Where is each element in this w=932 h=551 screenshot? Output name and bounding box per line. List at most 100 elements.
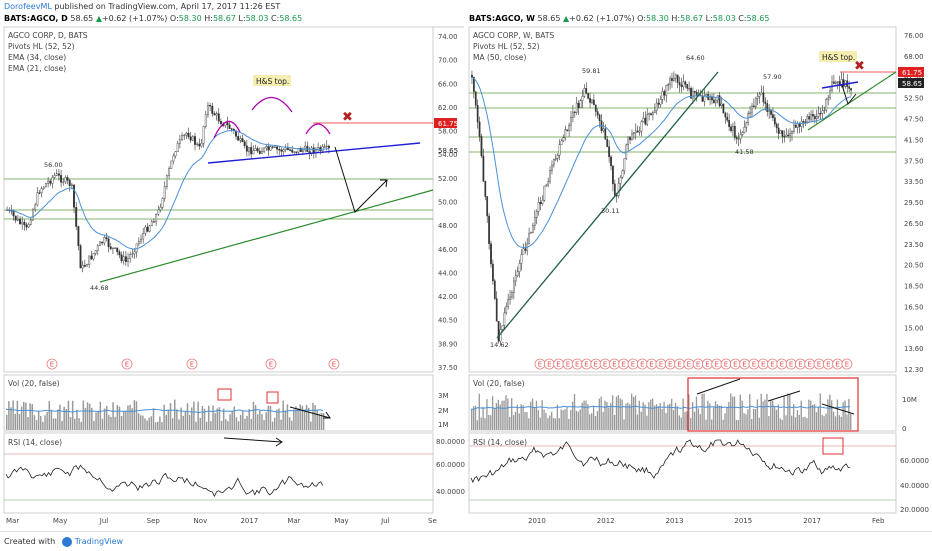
candle-body: [133, 251, 136, 255]
candle-body: [842, 79, 845, 87]
daily-price-axis[interactable]: 74.00 70.00 66.00 62.00 58.00 54.00 52.00 50.00…: [438, 33, 457, 372]
earnings-marker-label: E: [687, 361, 691, 369]
volume-bar: [676, 406, 679, 430]
daily-open: 58.30: [178, 14, 202, 23]
volume-bar: [273, 417, 276, 430]
daily-rsi-pane[interactable]: RSI (14, close): [3, 432, 434, 514]
volume-bar: [491, 396, 494, 430]
candle-body: [812, 114, 814, 117]
volume-bar: [661, 408, 663, 430]
volume-bar: [756, 399, 759, 430]
volume-bar: [705, 419, 707, 430]
candle-body: [556, 155, 559, 159]
weekly-open: 58.30: [645, 14, 669, 23]
volume-bar: [303, 411, 306, 430]
volume-bar: [156, 421, 159, 430]
volume-bar: [191, 407, 193, 430]
candle-body: [213, 113, 216, 116]
candle-body: [817, 113, 820, 117]
candle-body: [827, 97, 830, 100]
volume-bar: [18, 414, 21, 430]
candle-body: [38, 192, 41, 194]
candle-body: [612, 165, 614, 185]
candle-body: [758, 94, 761, 97]
candle-body: [833, 81, 835, 84]
weekly-red-price-tag: [898, 67, 924, 77]
footer-bar: Created with TradingView: [0, 531, 932, 551]
candle-body: [57, 173, 60, 176]
volume-bar: [789, 394, 791, 430]
candle-body: [756, 96, 759, 99]
weekly-price-axis[interactable]: 76.00 68.00 61.50 52.50 47.50 41.50 37.50 33.50…: [904, 32, 923, 374]
volume-bar: [220, 420, 223, 430]
volume-bar: [227, 421, 229, 430]
candle-body: [661, 91, 664, 100]
volume-bar: [697, 408, 700, 430]
candle-body: [726, 116, 729, 121]
volume-bar: [651, 398, 654, 430]
weekly-annotation: H&S top.: [822, 53, 855, 62]
volume-bar: [188, 414, 191, 430]
candle-body: [516, 271, 519, 277]
earnings-marker-label: E: [332, 361, 336, 369]
volume-bar: [691, 402, 694, 430]
tradingview-link[interactable]: TradingView: [74, 537, 124, 546]
candle-body: [560, 140, 563, 145]
volume-bar: [650, 399, 652, 430]
volume-bar: [840, 416, 842, 430]
volume-bar: [653, 405, 656, 430]
volume-bar: [531, 398, 534, 430]
candle-body: [153, 221, 155, 223]
volume-bar: [571, 401, 574, 430]
candle-body: [754, 98, 757, 107]
weekly-long-trendline: [496, 71, 719, 339]
volume-bar: [758, 417, 760, 430]
charts-canvas[interactable]: AGCO CORP, D, BATS Pivots HL (52, 52) EM…: [0, 0, 932, 531]
volume-bar: [560, 409, 562, 430]
volume-bar: [110, 416, 112, 430]
volume-bar: [749, 394, 751, 430]
weekly-volume-pane[interactable]: Vol (20, false): [468, 374, 897, 432]
candle-body: [62, 181, 65, 183]
candle-body: [593, 99, 595, 106]
volume-bar: [533, 407, 536, 430]
volume-bar: [526, 412, 528, 430]
volume-bar: [91, 407, 93, 430]
volume-bar: [589, 414, 591, 430]
volume-bar: [829, 394, 831, 430]
daily-volume-pane[interactable]: Vol (20, false): [3, 374, 434, 432]
weekly-main-pane[interactable]: AGCO CORP, W, BATS Pivots HL (52, 52) MA…: [468, 26, 897, 373]
weekly-rsi-pane[interactable]: RSI (14, close): [468, 432, 897, 514]
candle-body: [271, 146, 274, 148]
candle-body: [838, 81, 841, 87]
weekly-time-axis[interactable]: 2010 2012 2013 2015 2017 Feb: [528, 517, 885, 525]
volume-bar: [103, 408, 106, 430]
daily-time-axis[interactable]: Mar May Jul Sep Nov 2017 Mar May Jul Se: [6, 517, 437, 525]
candle-body: [159, 206, 162, 211]
weekly-close: 58.65: [746, 14, 770, 23]
volume-bar: [180, 407, 182, 430]
candle-body: [638, 130, 641, 133]
candle-body: [663, 91, 666, 96]
volume-bar: [655, 404, 658, 430]
volume-bar: [781, 419, 783, 430]
volume-bar: [819, 393, 821, 430]
volume-bar: [634, 395, 637, 430]
volume-bar: [741, 400, 743, 430]
candle-body: [122, 256, 125, 261]
candle-body: [583, 88, 586, 97]
volume-bar: [711, 419, 713, 430]
volume-bar: [558, 418, 560, 430]
volume-bar: [86, 402, 89, 430]
volume-bar: [568, 418, 570, 430]
candle-body: [135, 243, 138, 253]
daily-main-pane[interactable]: AGCO CORP, D, BATS Pivots HL (52, 52) EM…: [3, 26, 464, 373]
author-link[interactable]: DorofeevML: [4, 2, 52, 11]
earnings-marker-label: E: [631, 361, 635, 369]
candle-body: [673, 77, 675, 81]
candle-body: [532, 225, 534, 233]
volume-bar: [269, 405, 272, 430]
weekly-legend-2: MA (50, close): [473, 53, 527, 62]
volume-bar: [773, 406, 776, 430]
